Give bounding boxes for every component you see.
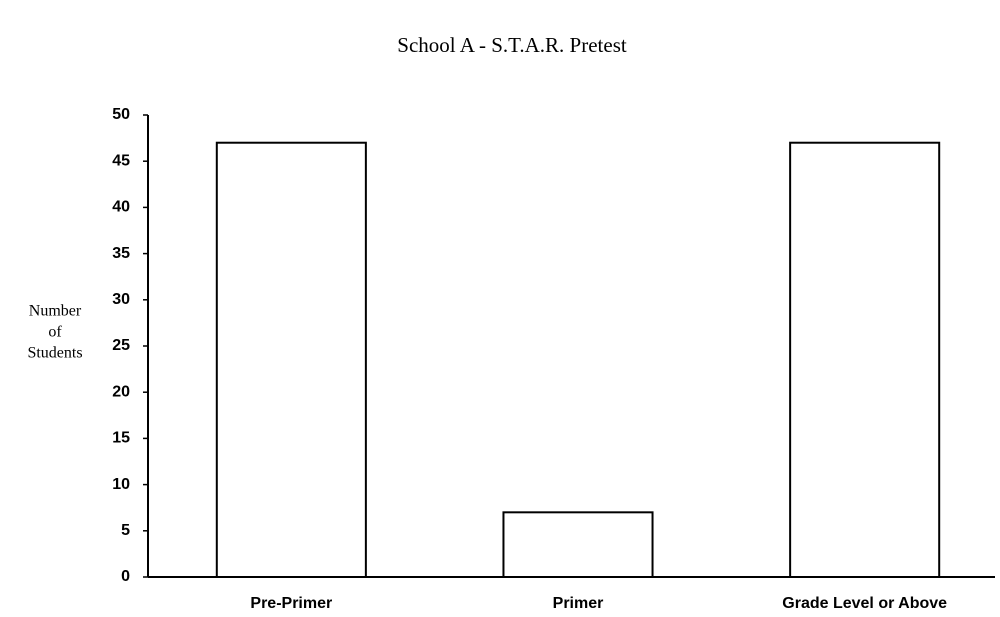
y-tick-label: 25 <box>112 337 130 354</box>
bar <box>502 511 654 579</box>
y-tick-label: 0 <box>121 568 130 585</box>
y-axis-label: Number <box>29 303 82 320</box>
y-tick-label: 35 <box>112 245 130 262</box>
y-tick-label: 45 <box>112 152 130 169</box>
y-axis-label: Students <box>27 345 82 362</box>
y-tick-label: 15 <box>112 430 130 447</box>
x-tick-label: Primer <box>553 595 604 612</box>
bar <box>215 141 367 578</box>
y-tick-label: 10 <box>112 476 130 493</box>
y-tick-label: 30 <box>112 291 130 308</box>
chart-title: School A - S.T.A.R. Pretest <box>397 33 627 57</box>
x-tick-label: Grade Level or Above <box>782 595 947 612</box>
y-tick-label: 50 <box>112 106 130 123</box>
y-axis-label: of <box>48 324 62 341</box>
y-tick-label: 40 <box>112 199 130 216</box>
bar <box>789 141 941 578</box>
y-tick-label: 5 <box>121 522 130 539</box>
y-tick-label: 20 <box>112 383 130 400</box>
x-tick-label: Pre-Primer <box>250 595 332 612</box>
